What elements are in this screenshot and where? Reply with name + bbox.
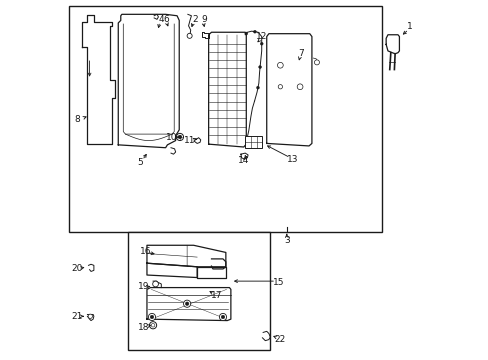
Circle shape bbox=[258, 66, 261, 68]
Circle shape bbox=[278, 85, 282, 89]
Text: 20: 20 bbox=[71, 265, 82, 274]
Text: 9: 9 bbox=[201, 15, 207, 24]
Circle shape bbox=[149, 321, 156, 329]
Circle shape bbox=[152, 281, 158, 287]
Circle shape bbox=[176, 134, 183, 140]
Circle shape bbox=[187, 33, 192, 39]
Circle shape bbox=[297, 84, 303, 90]
Circle shape bbox=[150, 315, 153, 319]
Text: 16: 16 bbox=[140, 247, 151, 256]
Circle shape bbox=[183, 300, 190, 307]
Circle shape bbox=[185, 302, 188, 306]
Circle shape bbox=[260, 42, 263, 45]
Bar bbox=[128, 232, 269, 350]
Bar bbox=[69, 6, 382, 232]
Text: 13: 13 bbox=[286, 155, 298, 164]
Bar bbox=[244, 136, 262, 148]
Text: 15: 15 bbox=[272, 278, 284, 287]
Circle shape bbox=[221, 315, 224, 319]
Text: 1: 1 bbox=[407, 22, 412, 31]
Circle shape bbox=[314, 60, 319, 65]
Text: 21: 21 bbox=[71, 312, 82, 321]
Circle shape bbox=[219, 314, 226, 320]
Circle shape bbox=[244, 32, 247, 35]
Circle shape bbox=[151, 323, 155, 327]
Text: 14: 14 bbox=[238, 156, 249, 165]
Text: 22: 22 bbox=[274, 335, 285, 344]
Text: 3: 3 bbox=[284, 236, 289, 245]
Text: 4: 4 bbox=[158, 15, 164, 24]
Circle shape bbox=[88, 314, 92, 319]
Text: 17: 17 bbox=[210, 291, 222, 300]
Text: 10: 10 bbox=[166, 133, 178, 142]
Circle shape bbox=[256, 86, 259, 89]
Circle shape bbox=[277, 62, 283, 68]
Text: 19: 19 bbox=[137, 282, 149, 291]
Text: 18: 18 bbox=[137, 323, 149, 332]
Text: 5: 5 bbox=[137, 158, 142, 167]
Text: 12: 12 bbox=[256, 32, 267, 41]
Text: 11: 11 bbox=[184, 136, 195, 145]
Text: 2: 2 bbox=[192, 15, 198, 24]
Circle shape bbox=[178, 135, 182, 139]
Text: 6: 6 bbox=[163, 15, 169, 24]
Circle shape bbox=[148, 314, 155, 320]
Circle shape bbox=[253, 30, 256, 33]
Text: 7: 7 bbox=[298, 49, 304, 58]
Text: 8: 8 bbox=[75, 115, 81, 124]
